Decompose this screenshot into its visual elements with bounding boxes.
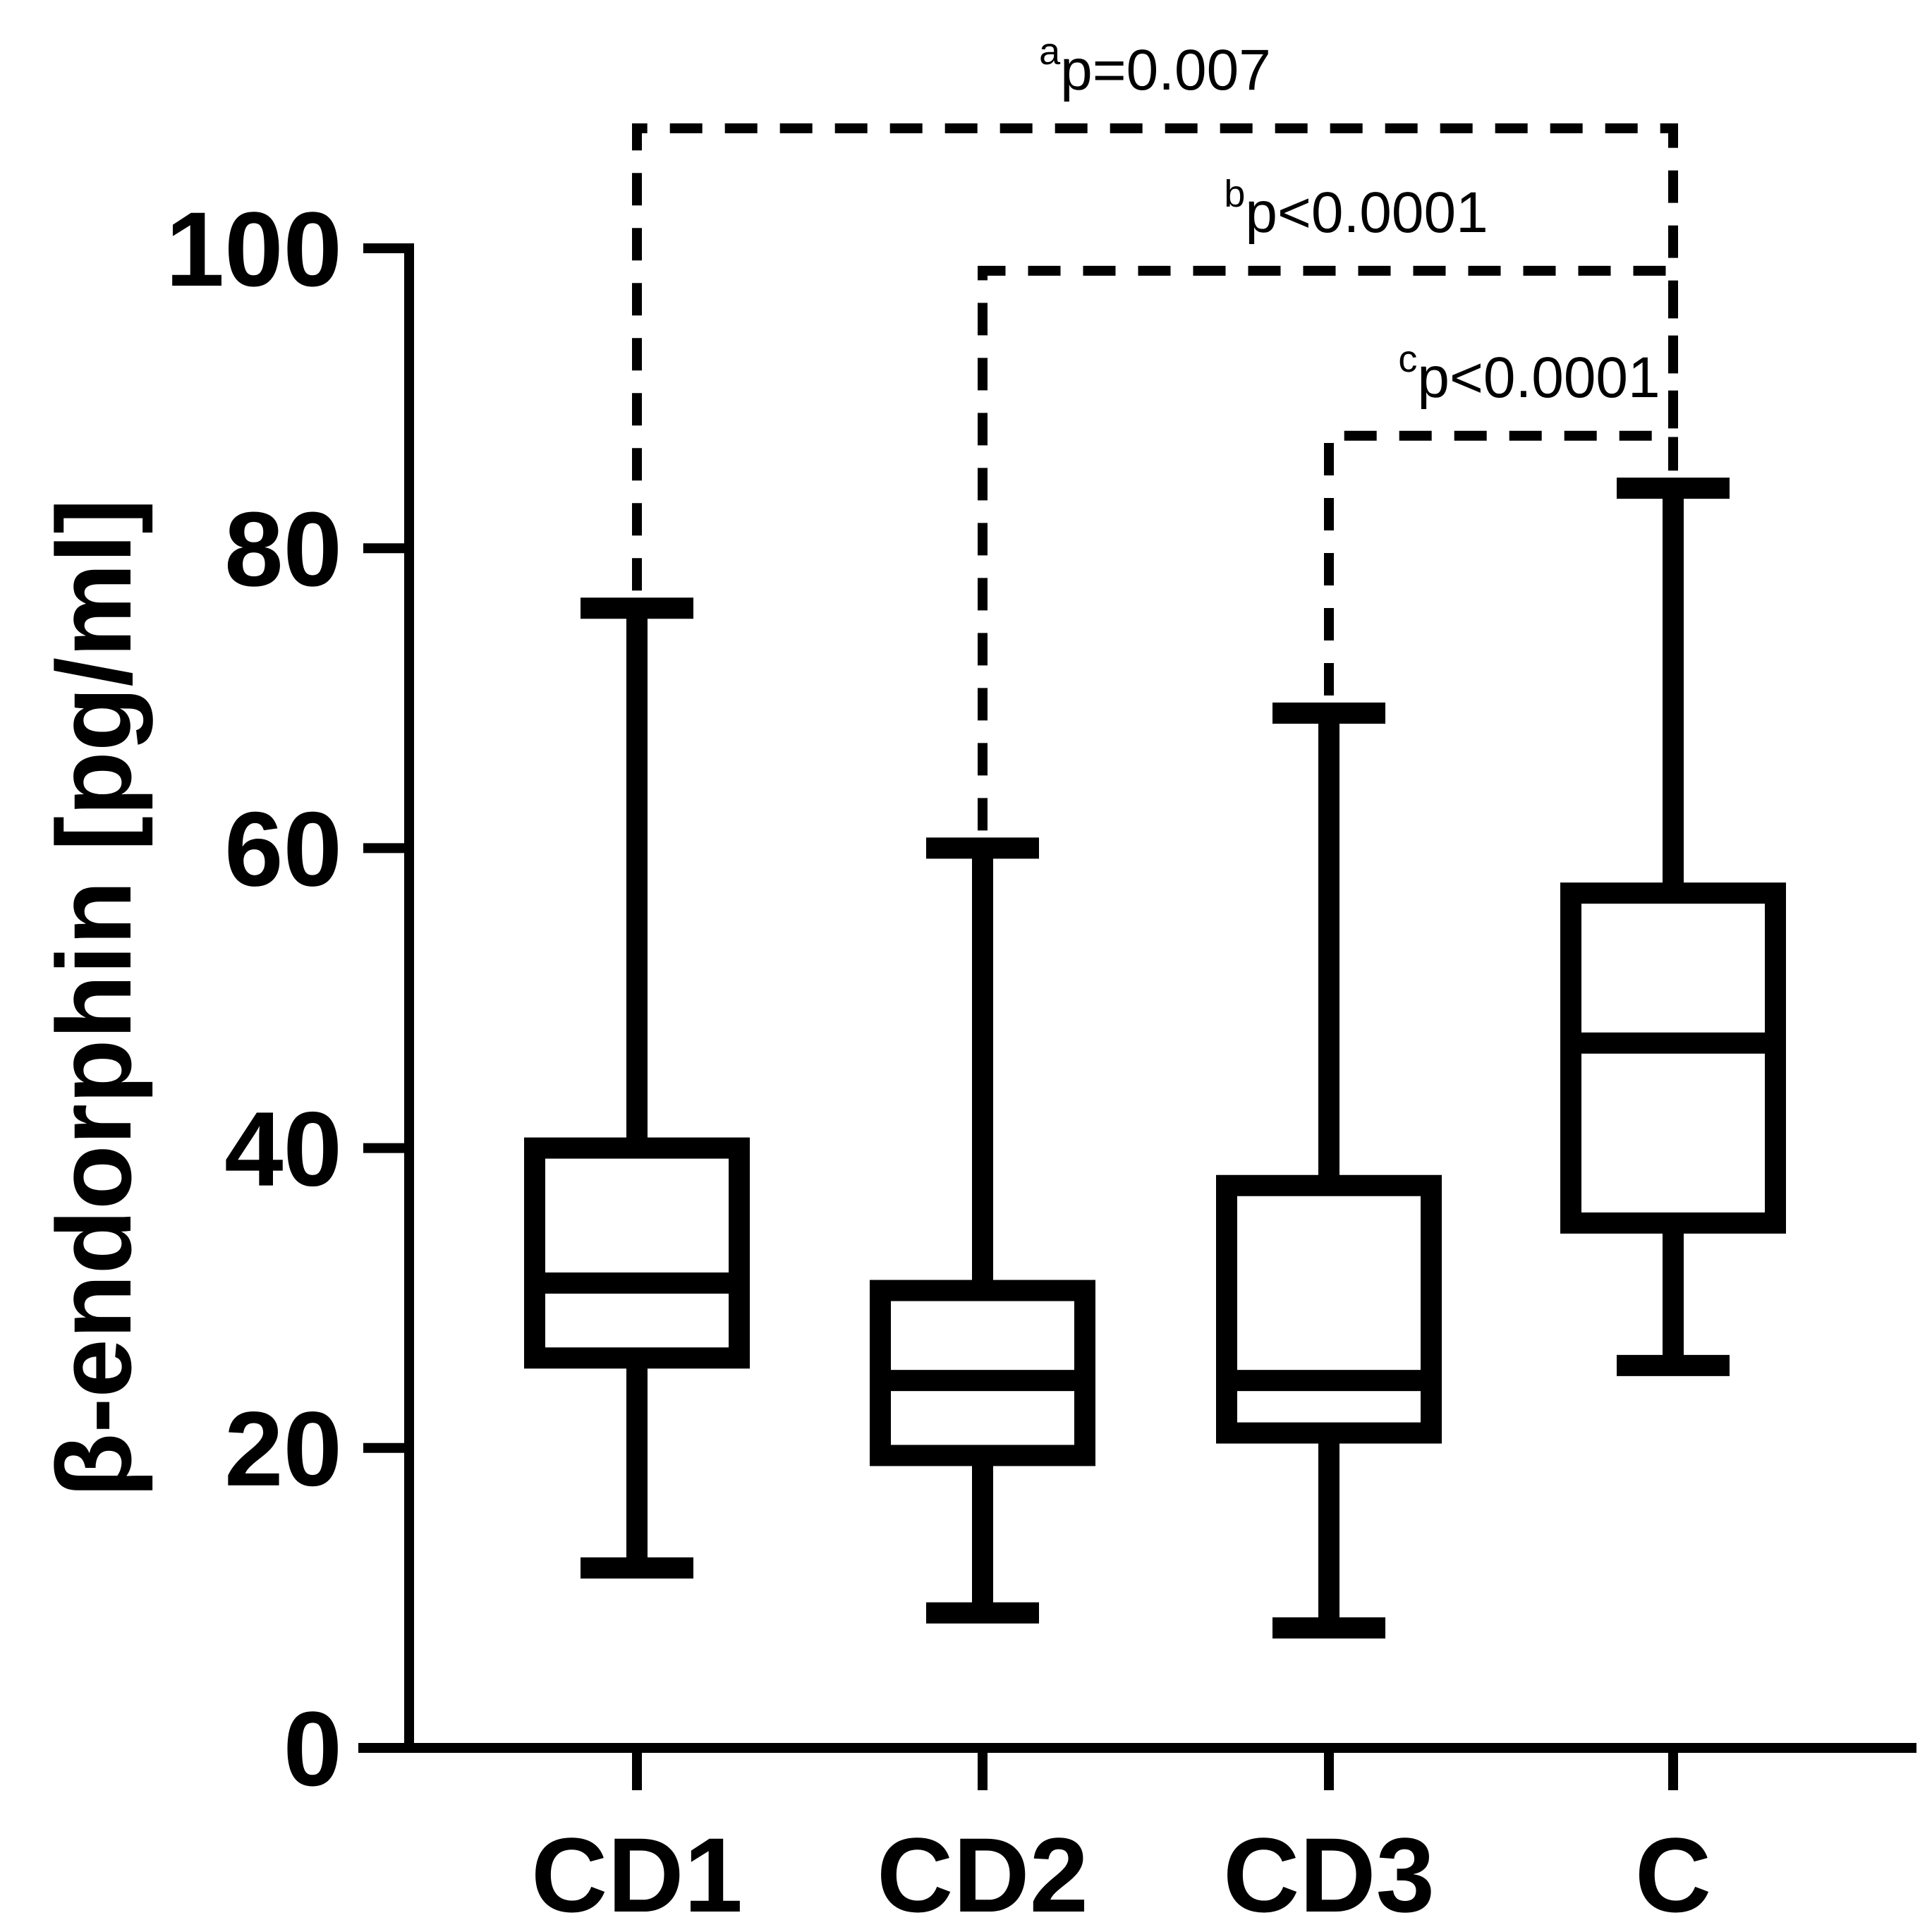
p-value-label: cp<0.0001 <box>1398 338 1660 410</box>
x-tick-label: C <box>1635 1816 1711 1932</box>
p-value-label: ap=0.007 <box>1039 30 1271 102</box>
box-c <box>1560 478 1786 1376</box>
y-tick-label: 80 <box>224 490 342 608</box>
significance-bracket-a: ap=0.007 <box>632 30 1678 591</box>
p-value-label: bp<0.0001 <box>1224 173 1488 245</box>
y-tick-label: 40 <box>224 1090 342 1208</box>
significance-bracket-c: cp<0.0001 <box>1324 338 1678 696</box>
y-tick-label: 0 <box>284 1689 342 1808</box>
x-tick-label: CD2 <box>877 1816 1088 1932</box>
y-axis-title: β-endorphin [pg/ml] <box>35 499 153 1497</box>
plot-marks <box>524 478 1786 1639</box>
bracket-line <box>1324 430 1678 696</box>
box-cd3 <box>1216 703 1442 1639</box>
significance-bracket-b: bp<0.0001 <box>978 173 1678 831</box>
axes: 0 20 40 60 80 100 CD1 CD2 CD3 C <box>166 190 1916 1932</box>
p-value-text: p=0.007 <box>1060 38 1271 102</box>
p-value-superscript: b <box>1224 173 1245 215</box>
x-tick-label: CD3 <box>1223 1816 1435 1932</box>
p-value-text: p<0.0001 <box>1245 181 1488 245</box>
y-tick-label: 100 <box>166 190 342 308</box>
y-tick-label: 20 <box>224 1390 342 1508</box>
bracket-line <box>978 265 1678 831</box>
iqr-box <box>524 1137 750 1369</box>
p-value-text: p<0.0001 <box>1417 346 1660 410</box>
y-tick-label: 60 <box>224 789 342 908</box>
iqr-box <box>1216 1174 1442 1444</box>
p-value-superscript: a <box>1039 30 1061 73</box>
box-cd1 <box>524 597 750 1579</box>
iqr-box <box>1560 882 1786 1234</box>
p-value-superscript: c <box>1398 338 1417 380</box>
box-cd2 <box>870 837 1095 1624</box>
x-tick-label: CD1 <box>531 1816 743 1932</box>
